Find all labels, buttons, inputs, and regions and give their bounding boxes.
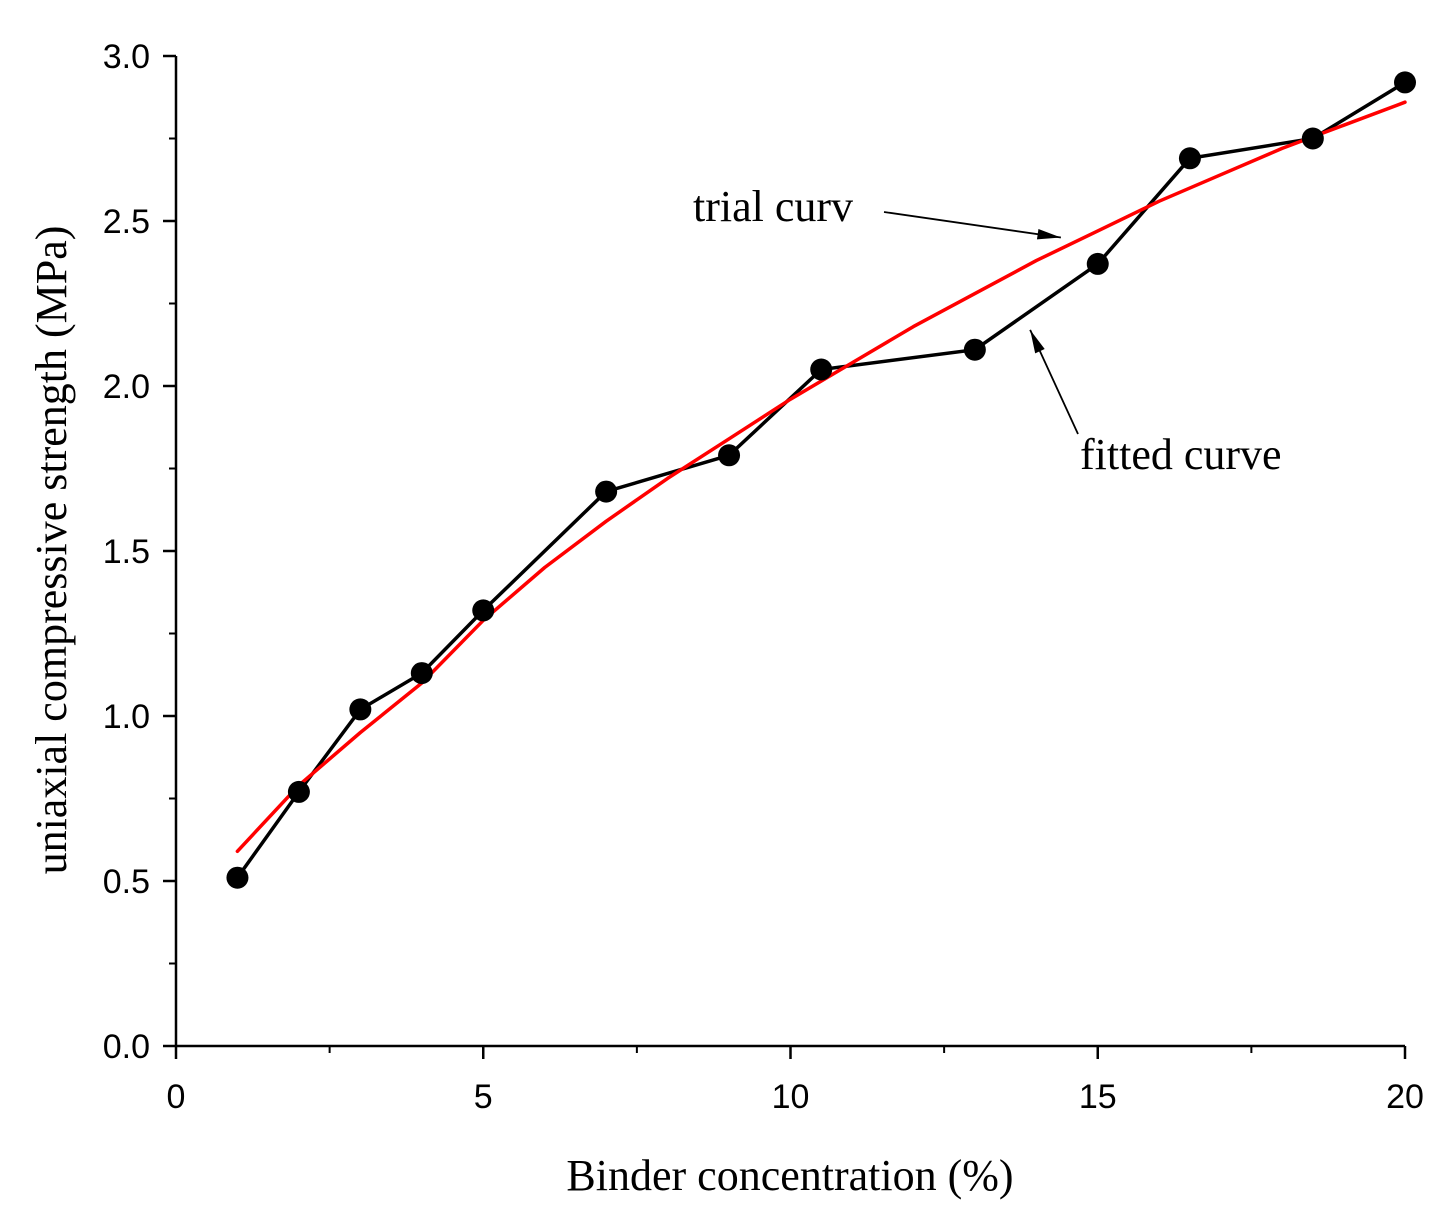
trial-data-point bbox=[718, 444, 741, 467]
trial-data-point bbox=[1301, 127, 1324, 150]
trial-data-point bbox=[349, 698, 372, 721]
x-tick-label: 0 bbox=[167, 1078, 186, 1116]
y-tick-label: 2.5 bbox=[103, 203, 150, 241]
fitted-arrow-head bbox=[1030, 329, 1045, 354]
trial-data-point bbox=[595, 480, 618, 503]
trial-data-point bbox=[472, 599, 495, 622]
x-axis-title: Binder concentration (%) bbox=[566, 1151, 1013, 1200]
trial-data-point bbox=[287, 780, 310, 803]
trial-arrow-line bbox=[883, 211, 1062, 239]
x-tick-label: 15 bbox=[1079, 1078, 1117, 1116]
trial-data-point bbox=[226, 866, 249, 889]
y-axis-title: uniaxial compressive strength (MPa) bbox=[27, 226, 76, 875]
y-tick-label: 2.0 bbox=[103, 368, 150, 406]
y-ticks: 0.0 0.5 1.0 1.5 2.0 2.5 3.0 bbox=[103, 38, 176, 1066]
trial-arrow-head bbox=[1036, 228, 1061, 240]
annotation-trial-curve: trial curv bbox=[693, 182, 853, 231]
y-tick-label: 0.5 bbox=[103, 863, 150, 901]
series-layer bbox=[226, 71, 1416, 889]
y-tick-label: 0.0 bbox=[103, 1028, 150, 1066]
trial-data-point bbox=[1086, 252, 1109, 275]
x-tick-label: 20 bbox=[1386, 1078, 1424, 1116]
y-tick-label: 1.0 bbox=[103, 698, 150, 736]
annotation-fitted-curve: fitted curve bbox=[1080, 430, 1282, 479]
y-tick-label: 1.5 bbox=[103, 533, 150, 571]
x-tick-label: 10 bbox=[772, 1078, 810, 1116]
annotation-arrows bbox=[883, 211, 1079, 435]
trial-data-point bbox=[410, 662, 433, 685]
trial-data-point bbox=[963, 338, 986, 361]
trial-data-point bbox=[810, 358, 833, 381]
x-tick-label: 5 bbox=[474, 1078, 493, 1116]
x-ticks: 0 5 10 15 20 bbox=[167, 1046, 1424, 1116]
trial-data-point bbox=[1394, 71, 1416, 94]
trial-data-point bbox=[1178, 147, 1201, 170]
y-tick-label: 3.0 bbox=[103, 38, 150, 76]
